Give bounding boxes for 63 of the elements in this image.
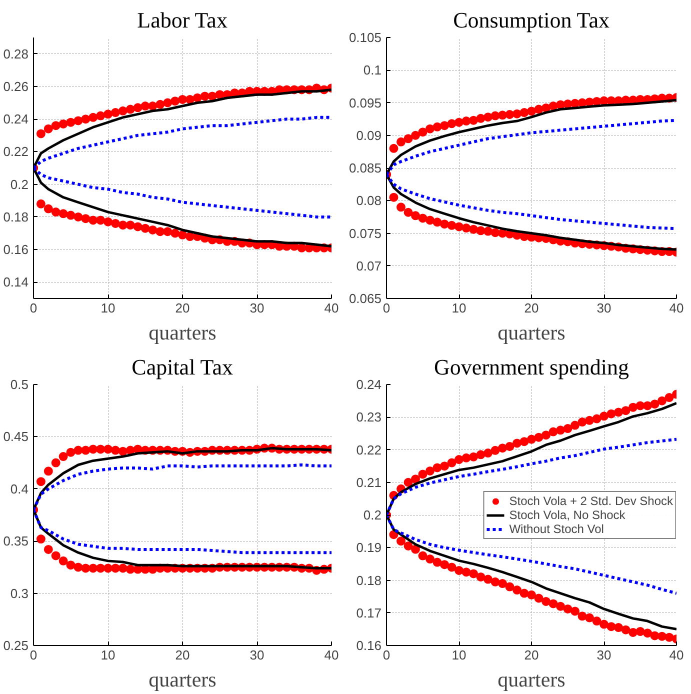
x-tick-label: 40 [669, 300, 684, 316]
x-tick-label: 30 [596, 300, 612, 316]
y-tick-label: 0.25 [3, 638, 29, 653]
legend-label: Without Stoch Vol [509, 522, 604, 536]
chart-title: Consumption Tax [453, 8, 610, 32]
x-axis-title: quarters [148, 320, 216, 344]
x-tick-label: 0 [30, 648, 38, 662]
y-tick-label: 0.16 [3, 242, 29, 258]
chart-title: Government spending [434, 354, 629, 380]
y-tick-label: 0.18 [3, 209, 29, 224]
x-tick-label: 0 [382, 300, 390, 316]
y-tick-label: 0.2 [10, 176, 29, 192]
y-tick-label: 0.09 [356, 128, 382, 143]
y-tick-label: 0.24 [3, 112, 29, 127]
y-tick-label: 0.26 [3, 78, 29, 94]
chart-title: Labor Tax [137, 8, 228, 32]
x-tick-label: 30 [596, 648, 612, 662]
x-tick-label: 20 [524, 648, 539, 662]
x-tick-label: 20 [175, 648, 190, 662]
y-tick-label: 0.22 [3, 144, 29, 160]
y-tick-label: 0.28 [3, 46, 29, 62]
y-tick-label: 0.085 [348, 160, 382, 176]
x-tick-label: 30 [250, 648, 264, 662]
x-tick-label: 10 [100, 300, 116, 316]
x-tick-label: 20 [175, 300, 190, 316]
y-tick-label: 0.4 [10, 481, 29, 496]
y-tick-label: 0.08 [356, 193, 382, 208]
y-tick-label: 0.14 [3, 274, 29, 290]
y-tick-label: 0.065 [348, 291, 382, 306]
x-tick-label: 40 [324, 300, 339, 316]
y-tick-label: 0.5 [10, 377, 29, 392]
chart-title: Capital Tax [132, 354, 233, 380]
x-axis-title: quarters [498, 668, 566, 692]
x-tick-label: 0 [382, 648, 390, 662]
y-tick-label: 0.095 [348, 95, 382, 110]
y-tick-label: 0.17 [356, 605, 382, 620]
y-tick-label: 0.35 [3, 534, 29, 549]
legend-label: Stoch Vola + 2 Std. Dev Shock [509, 494, 673, 508]
y-tick-label: 0.16 [356, 638, 382, 653]
x-tick-label: 20 [524, 300, 539, 316]
x-tick-label: 40 [324, 648, 339, 662]
x-tick-label: 40 [669, 648, 684, 662]
y-tick-label: 0.22 [356, 442, 382, 458]
x-axis-title: quarters [498, 320, 566, 344]
y-tick-label: 0.1 [363, 62, 382, 78]
x-axis-title: quarters [148, 668, 216, 692]
x-tick-label: 10 [452, 648, 466, 662]
y-tick-label: 0.2 [363, 508, 382, 522]
y-tick-label: 0.23 [356, 410, 382, 425]
y-tick-label: 0.45 [3, 429, 29, 444]
x-tick-label: 10 [100, 648, 116, 662]
x-tick-label: 30 [250, 300, 264, 316]
y-tick-label: 0.105 [348, 30, 382, 45]
x-tick-label: 10 [452, 300, 466, 316]
y-tick-label: 0.21 [356, 474, 382, 490]
y-tick-label: 0.07 [356, 258, 382, 274]
y-tick-label: 0.24 [356, 377, 382, 392]
y-tick-label: 0.19 [356, 540, 382, 556]
legend-label: Stoch Vola, No Shock [509, 508, 626, 522]
y-tick-label: 0.075 [348, 226, 382, 241]
x-tick-label: 0 [30, 300, 38, 316]
y-tick-label: 0.18 [356, 572, 382, 588]
y-tick-label: 0.3 [10, 586, 29, 601]
